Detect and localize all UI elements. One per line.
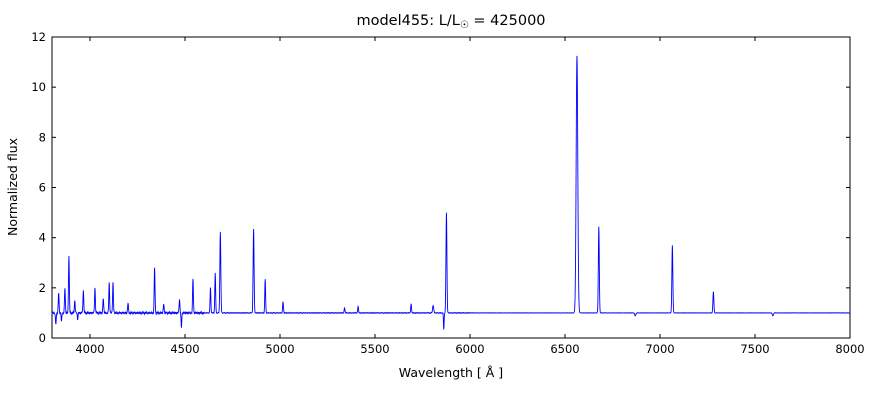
x-tick-label: 8000 bbox=[835, 342, 864, 356]
axis-ticks: 4000 4500 5000 5500 6000 6500 7000 7500 8000 0 2 4 6… bbox=[31, 30, 864, 356]
y-tick-label: 8 bbox=[39, 130, 46, 144]
chart-title-prefix: model455: L/L bbox=[356, 13, 459, 29]
y-tick-label: 4 bbox=[39, 231, 46, 245]
plot-frame bbox=[51, 36, 851, 339]
spectrum-line bbox=[51, 55, 851, 330]
y-tick-label: 0 bbox=[39, 331, 46, 345]
y-tick-label: 12 bbox=[31, 30, 46, 44]
y-tick-label: 2 bbox=[39, 281, 46, 295]
chart-title: model455: L/L☉ = 425000 bbox=[356, 13, 545, 31]
y-tick-label: 6 bbox=[39, 181, 46, 195]
x-tick-label: 5000 bbox=[265, 342, 294, 356]
chart-title-suffix: = 425000 bbox=[469, 13, 546, 29]
x-tick-label: 4500 bbox=[170, 342, 199, 356]
x-tick-label: 4000 bbox=[75, 342, 104, 356]
x-axis-label: Wavelength [ Å ] bbox=[399, 365, 503, 380]
x-tick-label: 6000 bbox=[455, 342, 484, 356]
y-axis-label: Normalized flux bbox=[5, 138, 20, 236]
x-tick-label: 7500 bbox=[740, 342, 769, 356]
x-tick-label: 7000 bbox=[645, 342, 674, 356]
x-tick-label: 5500 bbox=[360, 342, 389, 356]
chart-title-sun-symbol: ☉ bbox=[460, 20, 469, 31]
x-tick-label: 6500 bbox=[550, 342, 579, 356]
y-tick-label: 10 bbox=[31, 80, 46, 94]
